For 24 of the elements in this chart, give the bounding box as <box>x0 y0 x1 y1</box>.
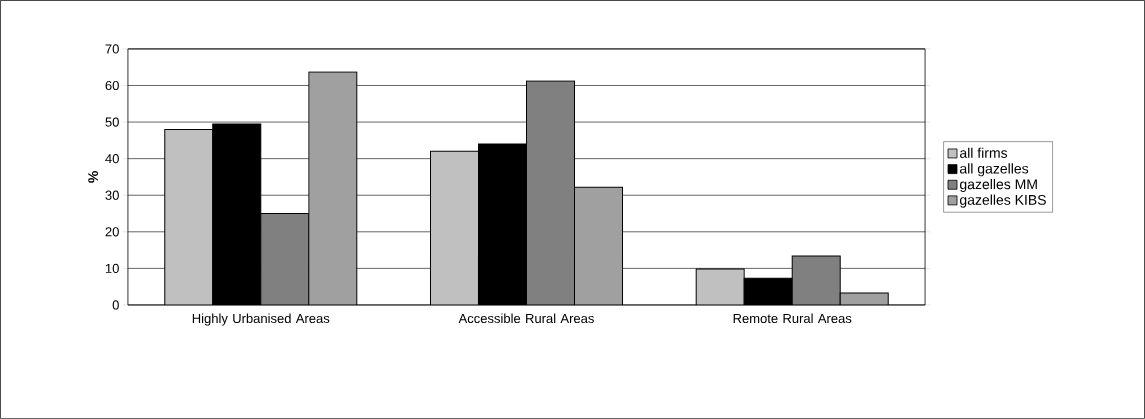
y-axis-title: % <box>88 171 99 183</box>
legend-label: all gazelles <box>960 163 1029 177</box>
bar <box>164 128 214 306</box>
bar <box>260 213 310 306</box>
x-tick-label: Accessible Rural Areas <box>458 313 594 324</box>
y-tick-label: 10 <box>105 263 119 274</box>
bar <box>308 71 358 306</box>
y-tick-label: 30 <box>105 190 119 200</box>
y-tick-label: 0 <box>112 300 119 310</box>
bar <box>526 80 576 306</box>
y-tick-label: 20 <box>105 227 119 237</box>
x-tick-label: Remote Rural Areas <box>733 313 852 324</box>
legend-label: gazelles MM <box>959 178 1037 193</box>
y-tick-label: 40 <box>105 154 119 164</box>
bar <box>791 255 841 306</box>
y-tick-label: 70 <box>105 44 119 54</box>
legend-label: gazelles KIBS <box>959 194 1046 208</box>
bar <box>429 150 479 306</box>
bar <box>695 268 745 306</box>
legend-label: all firms <box>960 147 1008 158</box>
y-tick-label: 50 <box>105 117 119 127</box>
y-tick-label: 60 <box>105 80 119 91</box>
x-tick-label: Highly Urbanised Areas <box>192 313 330 326</box>
bar <box>574 186 624 306</box>
